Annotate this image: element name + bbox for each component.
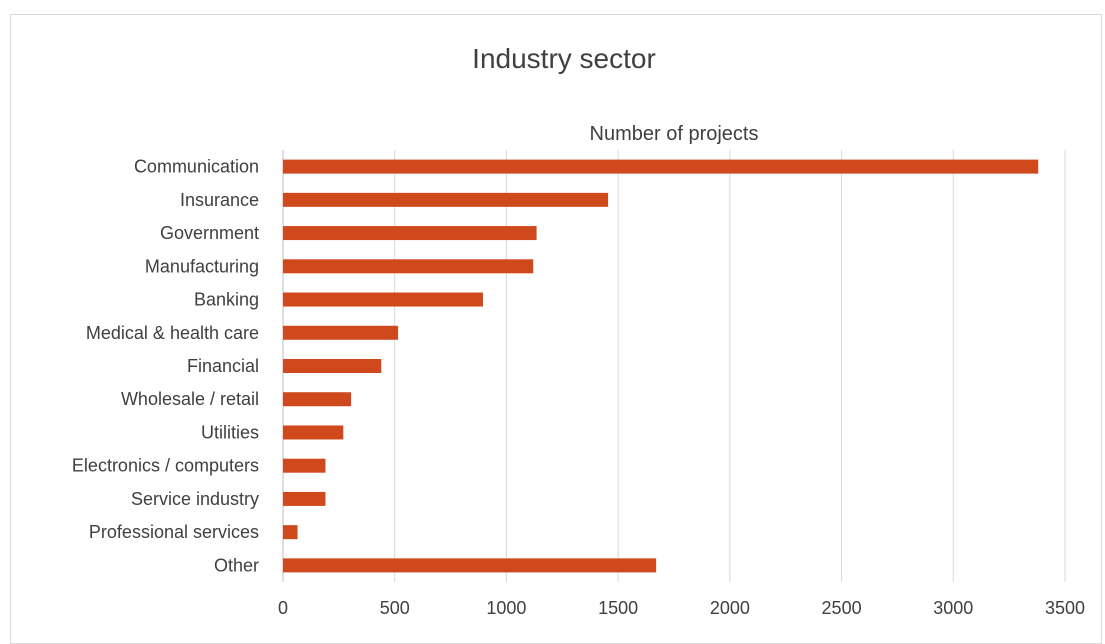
bar — [283, 458, 326, 473]
bar — [283, 226, 537, 241]
bar — [283, 292, 483, 307]
bar — [283, 491, 326, 506]
category-label: Electronics / computers — [72, 456, 259, 476]
x-tick-label: 1500 — [598, 598, 638, 618]
x-tick-label: 3000 — [933, 598, 973, 618]
x-tick-label: 500 — [380, 598, 410, 618]
category-label: Other — [214, 555, 259, 575]
category-label: Medical & health care — [86, 323, 259, 343]
x-tick-label: 2500 — [822, 598, 862, 618]
bar — [283, 325, 399, 340]
x-tick-labels: 0 500 1000 1500 2000 2500 3000 3500 — [278, 598, 1085, 618]
category-label: Communication — [134, 157, 259, 177]
bar — [283, 259, 534, 274]
category-label: Service industry — [131, 489, 259, 509]
category-label: Manufacturing — [145, 256, 259, 276]
category-label: Banking — [194, 290, 259, 310]
chart-title: Industry sector — [472, 43, 656, 74]
grid-layer — [282, 150, 1066, 582]
x-tick-label: 2000 — [710, 598, 750, 618]
chart-frame — [10, 14, 1102, 644]
category-label: Wholesale / retail — [121, 389, 259, 409]
bar — [283, 392, 352, 407]
x-tick-label: 0 — [278, 598, 288, 618]
bar — [283, 159, 1039, 174]
category-label: Government — [160, 223, 259, 243]
bar — [283, 425, 344, 440]
category-label: Financial — [187, 356, 259, 376]
category-label: Utilities — [201, 422, 259, 442]
category-label: Insurance — [180, 190, 259, 210]
x-tick-label: 1000 — [486, 598, 526, 618]
category-labels: Communication Insurance Government Manufact… — [72, 157, 259, 576]
x-tick-label: 3500 — [1045, 598, 1085, 618]
chart-subtitle: Number of projects — [590, 123, 759, 145]
bar — [283, 192, 609, 207]
bar — [283, 359, 382, 373]
category-label: Professional services — [89, 522, 259, 542]
bar — [283, 525, 298, 540]
bar — [283, 558, 657, 573]
bar-layer — [283, 159, 1039, 573]
